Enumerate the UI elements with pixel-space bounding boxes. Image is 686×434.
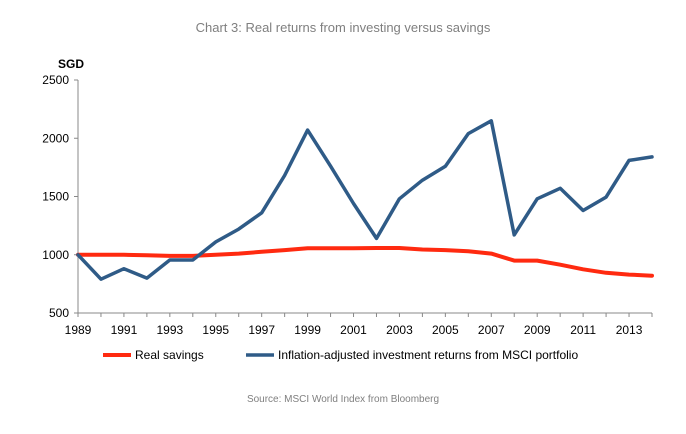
x-tick-label: 2003	[386, 323, 413, 337]
chart-axes: 500 1000 1500 2000 2500 1989 1991 1993 1995 1997 1…	[42, 73, 653, 337]
x-tick-label: 1993	[156, 323, 183, 337]
x-tick-label: 2007	[478, 323, 505, 337]
y-tick-label: 2000	[42, 131, 69, 145]
x-tick-label: 1995	[202, 323, 229, 337]
x-tick-label: 2001	[340, 323, 367, 337]
series-line-real-savings	[76, 246, 654, 278]
chart-source-note: Source: MSCI World Index from Bloomberg	[246, 394, 440, 405]
chart-title: Chart 3: Real returns from investing ver…	[195, 20, 491, 35]
y-tick-label: 2500	[42, 73, 69, 87]
x-tick-label: 1991	[111, 323, 138, 337]
y-tick-label: 1000	[42, 248, 69, 262]
legend-label: Real savings	[135, 348, 204, 362]
x-tick-label: 2011	[570, 323, 596, 337]
x-tick-label: 1989	[65, 323, 92, 337]
y-tick-label: 1500	[42, 190, 69, 204]
x-tick-label: 2013	[616, 323, 643, 337]
x-tick-label: 2009	[524, 323, 551, 337]
y-axis-unit-label: SGD	[58, 57, 85, 71]
x-tick-label: 1999	[294, 323, 321, 337]
x-tick-label: 1997	[248, 323, 275, 337]
series-line-msci-returns	[76, 119, 654, 281]
y-tick-label: 500	[49, 306, 69, 320]
series-layer	[76, 119, 654, 281]
x-tick-label: 2005	[432, 323, 459, 337]
legend-label: Inflation-adjusted investment returns fr…	[278, 348, 578, 362]
legend: Real savings Inflation-adjusted investmen…	[103, 348, 578, 362]
